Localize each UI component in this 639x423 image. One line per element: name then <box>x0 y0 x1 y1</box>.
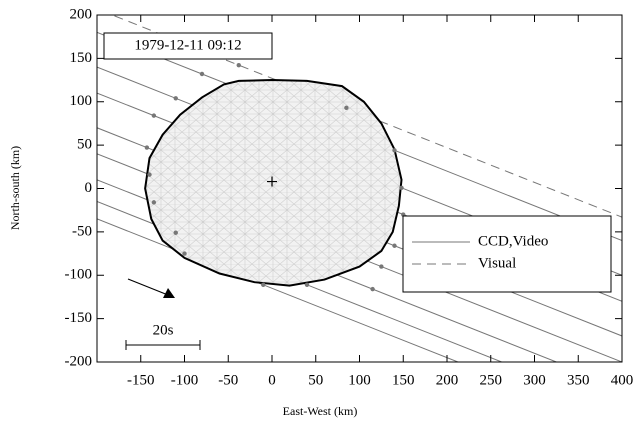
event-dot <box>173 96 178 101</box>
y-tick-label: 200 <box>70 6 93 22</box>
x-tick-label: 100 <box>348 372 371 388</box>
event-dot <box>370 286 375 292</box>
y-tick-label: 0 <box>85 180 93 196</box>
legend-label: Visual <box>478 255 516 271</box>
y-tick-label: -150 <box>65 310 93 326</box>
event-dot <box>304 282 310 287</box>
y-tick-label: 150 <box>70 50 93 66</box>
date-box <box>103 32 273 60</box>
x-tick-label: 0 <box>268 372 276 388</box>
event-dot <box>379 264 384 269</box>
legend-label: CCD,Video <box>478 233 548 249</box>
event-dot <box>144 145 150 150</box>
x-tick-label: -100 <box>171 372 199 388</box>
x-tick-label: 400 <box>611 372 634 388</box>
event-dot <box>399 185 404 191</box>
event-dot <box>173 230 178 235</box>
event-dot <box>199 71 205 77</box>
event-dot <box>344 105 349 111</box>
date-label: 1979-12-11 09:12 <box>134 37 241 53</box>
center-marker <box>267 176 277 187</box>
x-tick-label: 150 <box>392 372 415 388</box>
body <box>144 62 406 292</box>
event-dot <box>236 62 241 68</box>
event-dot <box>147 172 152 177</box>
event-dot <box>261 282 266 287</box>
x-tick-label: -50 <box>218 372 238 388</box>
y-tick-label: -50 <box>72 223 92 239</box>
scale-label: 20s <box>153 322 174 338</box>
x-tick-label: 300 <box>523 372 546 388</box>
event-dot <box>151 113 157 118</box>
arrow-head <box>163 288 175 298</box>
event-dot <box>392 148 397 153</box>
x-tick-label: 350 <box>567 372 590 388</box>
event-dot <box>151 200 157 205</box>
event-dot <box>392 243 397 248</box>
event-dot <box>182 251 187 256</box>
y-tick-label: -100 <box>65 267 93 283</box>
y-tick-label: -200 <box>65 353 93 369</box>
y-tick-label: 100 <box>70 93 93 109</box>
x-tick-label: 50 <box>308 372 323 388</box>
x-axis-label: East-West (km) <box>283 404 358 418</box>
legend-entries: CCD,Video Visual <box>412 233 548 271</box>
x-tick-label: -150 <box>127 372 155 388</box>
y-axis-label: North-south (km) <box>8 146 22 230</box>
x-tick-label: 200 <box>436 372 459 388</box>
legend <box>402 215 612 293</box>
axes: -150 -100 -50 0 50 100 150 200 250 300 350 400 -200 -… <box>65 6 634 388</box>
y-tick-label: 50 <box>77 137 92 153</box>
x-tick-label: 250 <box>480 372 503 388</box>
